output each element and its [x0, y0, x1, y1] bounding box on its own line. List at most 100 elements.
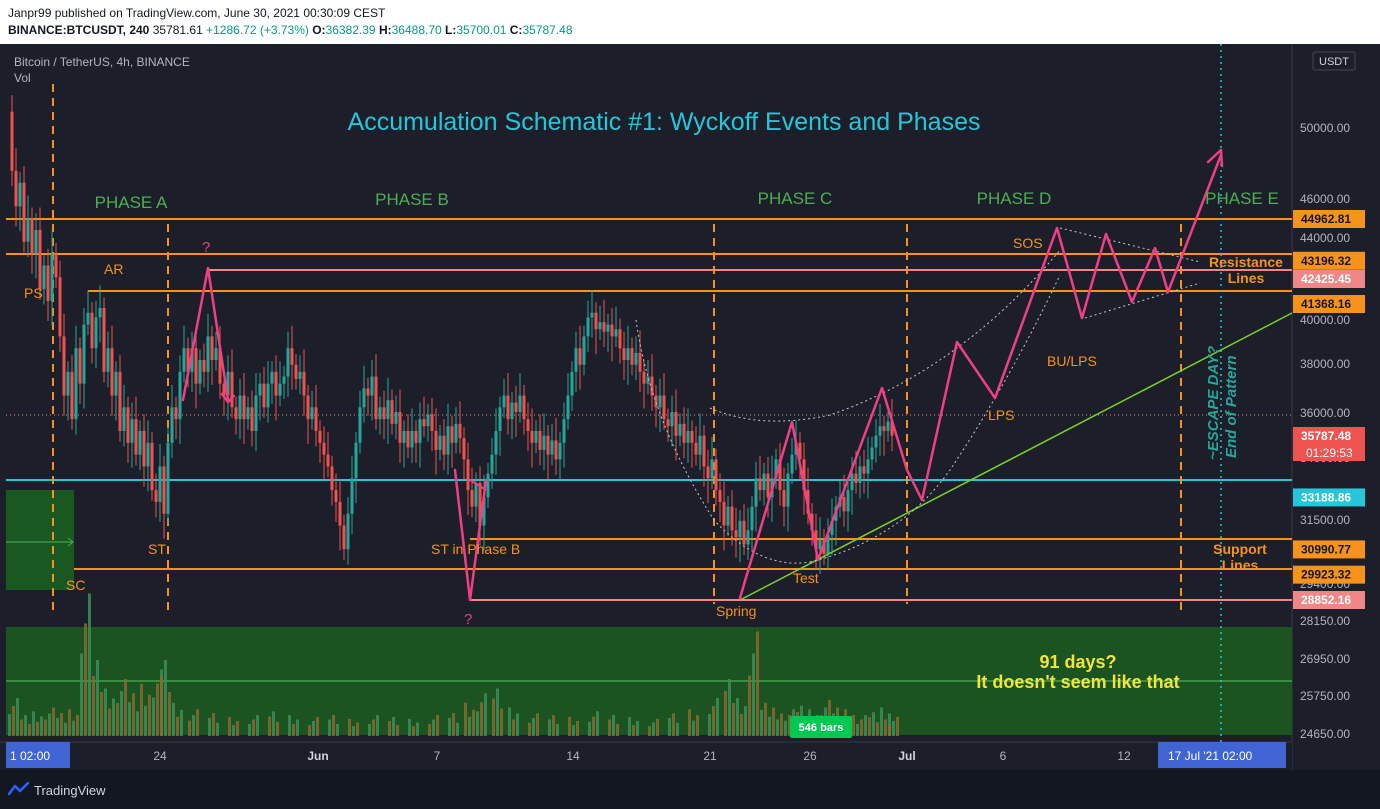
candle — [450, 415, 454, 468]
candle — [162, 455, 166, 539]
candle — [502, 378, 506, 418]
volume-bar — [676, 722, 679, 736]
volume-bar — [740, 714, 743, 736]
volume-bar — [568, 717, 571, 736]
candle — [446, 403, 450, 475]
candle — [106, 331, 110, 388]
y-tick-label: 44000.00 — [1300, 231, 1350, 245]
volume-bar — [748, 675, 751, 736]
candle — [542, 413, 546, 470]
candle — [522, 384, 526, 435]
volume-bar — [116, 703, 119, 736]
spring-label: Spring — [716, 603, 756, 619]
candle — [510, 391, 514, 440]
volume-bar — [188, 720, 191, 736]
uptrend-line — [739, 312, 1293, 601]
candle — [698, 413, 702, 470]
volume-bar — [596, 711, 599, 736]
candle — [630, 337, 634, 376]
y-tick-label: 40000.00 — [1300, 313, 1350, 327]
candle — [214, 331, 218, 371]
price-level-badge: 41368.16 — [1293, 295, 1365, 314]
candle — [118, 355, 122, 442]
candle — [586, 300, 590, 352]
volume-bar — [876, 722, 879, 736]
y-tick-label: 25750.00 — [1300, 689, 1350, 703]
price-level-badge: 28852.16 — [1293, 591, 1365, 609]
escape-day-label: ~ESCAPE DAY? End of Pattern — [1205, 346, 1240, 460]
x-tick-label: 12 — [1117, 749, 1131, 763]
candle — [174, 396, 178, 440]
high-value: 36488.70 — [391, 23, 442, 37]
candle — [754, 461, 758, 532]
volume-bar — [120, 691, 123, 736]
candle — [350, 455, 354, 534]
candle — [422, 396, 426, 437]
candle — [594, 302, 598, 355]
candle — [334, 473, 338, 523]
sc-highlight-box — [6, 490, 74, 590]
volume-bar — [272, 711, 275, 736]
volume-bar — [592, 716, 595, 736]
rounding-curve-upper — [709, 249, 1061, 422]
volume-bar — [760, 709, 763, 736]
y-tick-label: 31500.00 — [1300, 513, 1350, 527]
candle — [750, 495, 754, 551]
candle — [46, 248, 50, 321]
candle — [122, 384, 126, 447]
publish-header: Janpr99 published on TradingView.com, Ju… — [0, 0, 1380, 44]
volume-bar — [436, 715, 439, 736]
candle — [126, 396, 130, 463]
price-change: +1286.72 (+3.73%) — [206, 23, 309, 37]
candle — [294, 354, 298, 390]
volume-bar — [256, 715, 259, 736]
volume-bar — [456, 722, 459, 736]
candle — [138, 420, 142, 470]
low-value: 35700.01 — [456, 23, 507, 37]
svg-text:28852.16: 28852.16 — [1301, 593, 1351, 607]
usdt-badge[interactable]: USDT — [1312, 51, 1356, 71]
candle — [458, 401, 462, 454]
candle — [82, 307, 86, 409]
candle — [474, 472, 478, 523]
rounding-curve-lower — [809, 274, 1061, 563]
volume-bar — [148, 694, 151, 736]
candle — [14, 148, 18, 227]
volume-bar — [176, 716, 179, 736]
wedge-top — [1059, 227, 1201, 263]
volume-bar — [492, 698, 495, 736]
candle — [170, 384, 174, 459]
volume-bar — [156, 683, 159, 736]
candle — [746, 507, 750, 560]
st-label: ST — [148, 541, 166, 557]
candle — [846, 479, 850, 532]
tradingview-footer: TradingView — [0, 770, 1380, 809]
volume-bar — [212, 713, 215, 736]
volume-bar — [508, 707, 511, 736]
volume-bar — [308, 725, 311, 736]
candles — [10, 95, 894, 575]
volume-bar — [556, 723, 559, 736]
candle — [418, 402, 422, 468]
volume-bar — [448, 718, 451, 736]
volume-bar — [464, 702, 467, 736]
phase-separators — [52, 84, 1182, 610]
candle — [738, 510, 742, 563]
y-tick-label: 26950.00 — [1300, 652, 1350, 666]
candle — [230, 349, 234, 418]
volume-bar — [880, 707, 883, 736]
candle — [86, 290, 90, 336]
last-price: 35781.61 — [152, 23, 203, 37]
volume-bar — [168, 692, 171, 736]
volume-bar — [136, 711, 139, 736]
price-chart[interactable]: Accumulation Schematic #1: Wyckoff Event… — [0, 44, 1380, 770]
svg-text:42425.45: 42425.45 — [1301, 272, 1351, 286]
candle — [10, 95, 14, 187]
volume-bar — [636, 721, 639, 736]
candle — [70, 355, 74, 430]
candle — [210, 325, 214, 385]
candle — [62, 313, 66, 416]
volume-bar — [692, 720, 695, 736]
candle — [874, 419, 878, 463]
candle — [702, 425, 706, 487]
